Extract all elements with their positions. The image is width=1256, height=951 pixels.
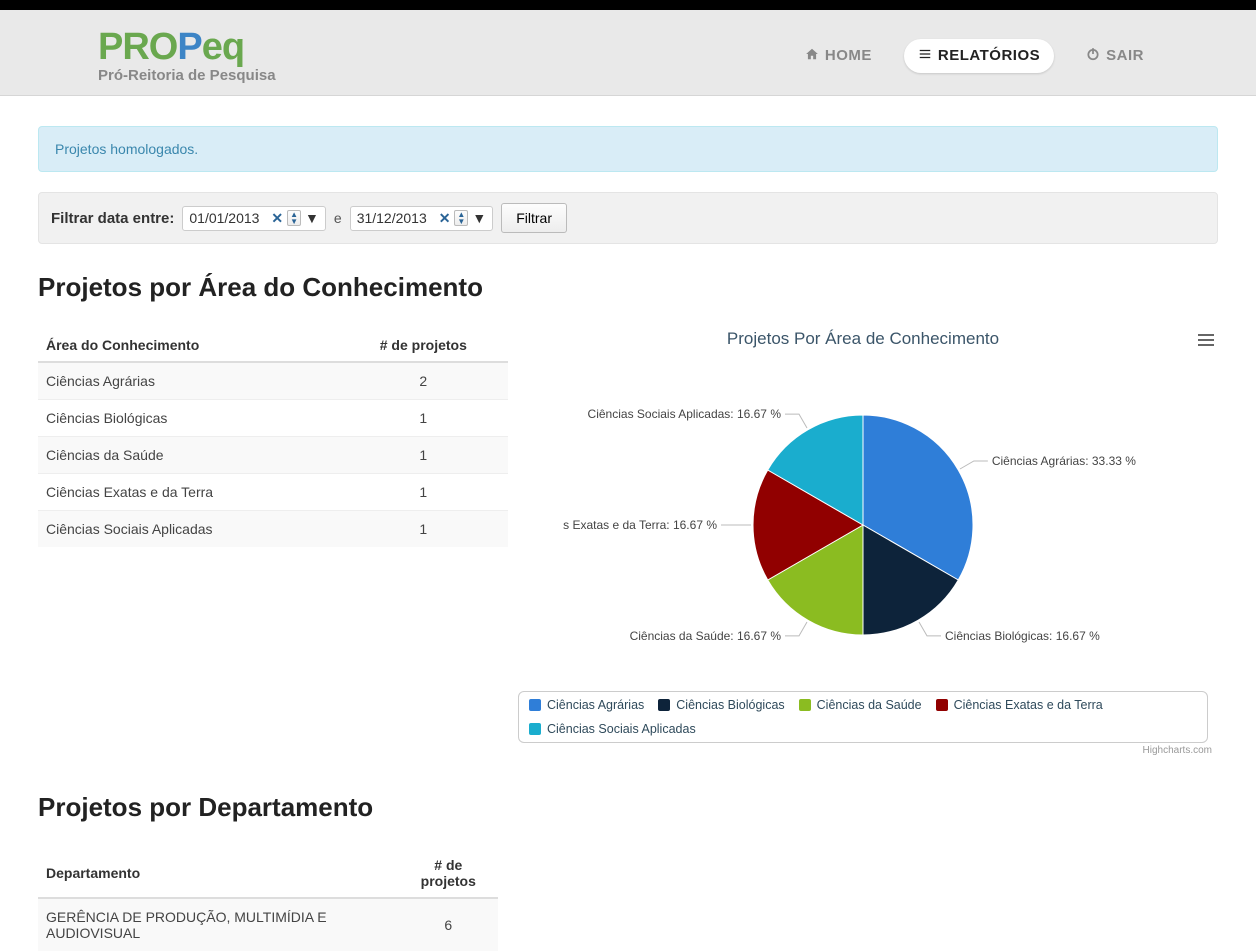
count-cell: 1 — [339, 511, 508, 548]
date-end-dropdown-icon[interactable]: ▼ — [472, 210, 486, 226]
legend-label: Ciências Biológicas — [676, 698, 784, 712]
legend-swatch — [936, 699, 948, 711]
area-table-col-count: # de projetos — [339, 329, 508, 362]
nav-relatorios[interactable]: RELATÓRIOS — [904, 39, 1054, 73]
pie-legend: Ciências Agrárias Ciências Biológicas Ciên… — [518, 691, 1208, 743]
legend-swatch — [799, 699, 811, 711]
legend-item[interactable]: Ciências Exatas e da Terra — [936, 698, 1103, 712]
nav-sair[interactable]: SAIR — [1072, 39, 1158, 73]
legend-label: Ciências da Saúde — [817, 698, 922, 712]
menu-icon — [918, 47, 932, 65]
table-row: Ciências Biológicas1 — [38, 400, 508, 437]
chart-credits: Highcharts.com — [508, 745, 1212, 756]
main-nav: HOME RELATÓRIOS SAIR — [791, 39, 1228, 73]
table-row: Ciências Agrárias2 — [38, 362, 508, 400]
logo-subtitle: Pró-Reitoria de Pesquisa — [98, 68, 276, 83]
table-row: Ciências da Saúde1 — [38, 437, 508, 474]
date-end-value: 31/12/2013 — [357, 210, 435, 226]
date-end-spinner[interactable]: ▲▼ — [454, 210, 468, 226]
legend-item[interactable]: Ciências da Saúde — [799, 698, 922, 712]
date-end-clear-icon[interactable]: ✕ — [439, 210, 451, 227]
legend-label: Ciências Agrárias — [547, 698, 644, 712]
legend-label: Ciências Exatas e da Terra — [954, 698, 1103, 712]
area-cell: Ciências Sociais Aplicadas — [38, 511, 339, 548]
legend-item[interactable]: Ciências Sociais Aplicadas — [529, 722, 696, 736]
count-cell: 1 — [339, 400, 508, 437]
date-start-spinner[interactable]: ▲▼ — [287, 210, 301, 226]
area-cell: Ciências Exatas e da Terra — [38, 474, 339, 511]
date-start-value: 01/01/2013 — [189, 210, 267, 226]
section-area-title: Projetos por Área do Conhecimento — [38, 272, 1218, 303]
legend-item[interactable]: Ciências Biológicas — [658, 698, 784, 712]
home-icon — [805, 47, 819, 65]
dept-cell: GERÊNCIA DE PRODUÇÃO, MULTIMÍDIA E AUDIO… — [38, 898, 399, 951]
info-alert-text: Projetos homologados. — [55, 141, 198, 157]
count-cell: 1 — [339, 437, 508, 474]
date-start-clear-icon[interactable]: ✕ — [271, 210, 283, 227]
count-cell: 1 — [339, 474, 508, 511]
logo-text: PROPeq — [98, 28, 276, 66]
legend-swatch — [529, 699, 541, 711]
nav-home-label: HOME — [825, 47, 872, 64]
area-table-col-area: Área do Conhecimento — [38, 329, 339, 362]
pie-slice-label: Ciências Sociais Aplicadas: 16.67 % — [588, 407, 782, 421]
dept-table-col-count: # de projetos — [399, 849, 498, 898]
nav-home[interactable]: HOME — [791, 39, 886, 73]
pie-slice-label: Ciências Biológicas: 16.67 % — [945, 629, 1100, 643]
nav-relatorios-label: RELATÓRIOS — [938, 47, 1040, 64]
chart-menu-icon[interactable] — [1198, 331, 1214, 349]
area-cell: Ciências da Saúde — [38, 437, 339, 474]
date-end-input[interactable]: 31/12/2013 ✕ ▲▼ ▼ — [350, 206, 494, 231]
pie-slice-label: Ciências Agrárias: 33.33 % — [992, 454, 1136, 468]
date-start-input[interactable]: 01/01/2013 ✕ ▲▼ ▼ — [182, 206, 326, 231]
count-cell: 2 — [339, 362, 508, 400]
pie-slice-label: Ciências da Saúde: 16.67 % — [630, 629, 782, 643]
table-row: GERÊNCIA DE PRODUÇÃO, MULTIMÍDIA E AUDIO… — [38, 898, 498, 951]
area-table: Área do Conhecimento # de projetos Ciênc… — [38, 329, 508, 547]
power-icon — [1086, 47, 1100, 65]
logo[interactable]: PROPeq Pró-Reitoria de Pesquisa — [28, 28, 276, 83]
filter-sep: e — [334, 210, 342, 226]
section-dept-title: Projetos por Departamento — [38, 792, 1218, 823]
window-top-bar — [0, 0, 1256, 10]
pie-slice-label: Ciências Exatas e da Terra: 16.67 % — [563, 518, 717, 532]
dept-table: Departamento # de projetos GERÊNCIA DE P… — [38, 849, 498, 951]
dept-table-col-dept: Departamento — [38, 849, 399, 898]
legend-swatch — [658, 699, 670, 711]
date-start-dropdown-icon[interactable]: ▼ — [305, 210, 319, 226]
header: PROPeq Pró-Reitoria de Pesquisa HOME REL… — [0, 10, 1256, 96]
table-row: Ciências Exatas e da Terra1 — [38, 474, 508, 511]
pie-chart: Ciências Agrárias: 33.33 % Ciências Bioló… — [508, 355, 1218, 685]
count-cell: 6 — [399, 898, 498, 951]
area-cell: Ciências Biológicas — [38, 400, 339, 437]
nav-sair-label: SAIR — [1106, 47, 1144, 64]
filter-button[interactable]: Filtrar — [501, 203, 567, 233]
legend-swatch — [529, 723, 541, 735]
area-cell: Ciências Agrárias — [38, 362, 339, 400]
filter-label: Filtrar data entre: — [51, 210, 174, 227]
filter-bar: Filtrar data entre: 01/01/2013 ✕ ▲▼ ▼ e … — [38, 192, 1218, 244]
info-alert: Projetos homologados. — [38, 126, 1218, 172]
table-row: Ciências Sociais Aplicadas1 — [38, 511, 508, 548]
legend-label: Ciências Sociais Aplicadas — [547, 722, 696, 736]
legend-item[interactable]: Ciências Agrárias — [529, 698, 644, 712]
pie-chart-title: Projetos Por Área de Conhecimento — [508, 329, 1218, 349]
